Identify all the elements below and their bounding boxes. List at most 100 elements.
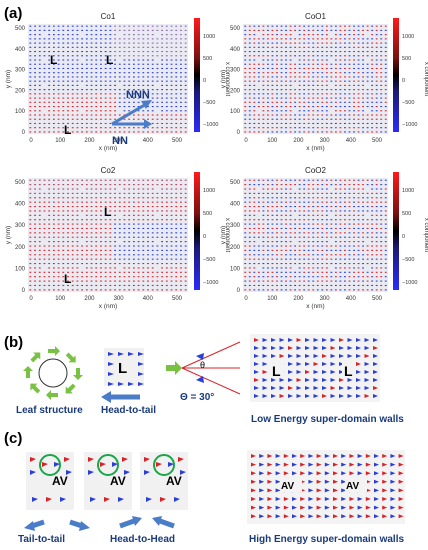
low-wall-spin xyxy=(262,346,268,350)
high-wall-spin xyxy=(341,454,347,458)
spin-mark xyxy=(175,184,178,186)
spin-mark xyxy=(90,258,93,260)
spin-mark xyxy=(161,97,164,99)
spin-mark xyxy=(71,67,74,70)
low-wall-spin xyxy=(347,394,353,398)
spin-mark xyxy=(244,63,247,65)
spin-mark xyxy=(253,114,256,116)
spin-mark xyxy=(253,131,256,133)
nnn-arrow xyxy=(111,101,149,126)
low-wall-spin xyxy=(313,378,319,382)
spin-mark xyxy=(257,258,260,260)
spin-mark xyxy=(156,245,159,247)
spin-mark xyxy=(248,232,251,234)
spin-mark xyxy=(289,110,292,112)
spin-mark xyxy=(151,223,154,225)
spin-mark xyxy=(118,284,121,287)
spin-mark xyxy=(262,84,265,86)
spin-mark xyxy=(316,179,319,181)
spin-mark xyxy=(137,271,140,273)
spin-mark xyxy=(147,284,149,287)
spin-mark xyxy=(71,254,74,256)
spin-mark xyxy=(348,114,351,116)
spin-mark xyxy=(81,29,84,31)
spin-mark xyxy=(271,122,274,125)
spin-mark xyxy=(348,284,351,287)
spin-mark xyxy=(71,280,74,282)
spin-mark xyxy=(312,245,315,247)
low-wall-spin xyxy=(373,346,378,350)
spin-mark xyxy=(132,197,135,199)
spin-mark xyxy=(262,118,265,120)
spin-mark xyxy=(123,97,126,99)
spin-mark xyxy=(375,201,378,203)
spin-mark xyxy=(175,223,178,225)
spin-mark xyxy=(184,263,187,265)
spin-mark xyxy=(280,284,283,287)
spin-mark xyxy=(57,114,60,116)
spin-mark xyxy=(375,258,378,260)
spin-mark xyxy=(262,206,265,208)
spin-mark xyxy=(316,38,319,40)
spin-mark xyxy=(285,284,287,287)
spin-mark xyxy=(366,192,369,194)
spin-mark xyxy=(344,267,346,269)
spin-mark xyxy=(123,38,126,40)
spin-mark xyxy=(384,232,387,234)
spin-mark xyxy=(267,38,269,40)
av-spin xyxy=(160,497,166,502)
low-wall-spin xyxy=(313,394,319,398)
spin-mark xyxy=(298,201,301,203)
spin-mark xyxy=(267,51,269,53)
spin-mark xyxy=(276,276,278,278)
spin-mark xyxy=(57,245,60,247)
spin-mark xyxy=(29,188,32,190)
spin-mark xyxy=(43,192,46,194)
spin-mark xyxy=(90,210,93,212)
spin-mark xyxy=(109,258,112,260)
spin-mark xyxy=(118,219,121,221)
spin-mark xyxy=(76,84,79,86)
spin-mark xyxy=(276,267,278,269)
spin-mark xyxy=(38,59,41,61)
spin-mark xyxy=(348,110,351,112)
spin-mark xyxy=(267,271,269,273)
spin-mark xyxy=(104,59,107,61)
spin-mark xyxy=(57,219,60,221)
high-wall-spin xyxy=(349,471,355,476)
spin-mark xyxy=(147,241,149,243)
spin-mark xyxy=(114,42,116,44)
spin-mark xyxy=(151,210,154,212)
spin-mark xyxy=(147,114,149,116)
spin-mark xyxy=(280,223,283,225)
spin-mark xyxy=(276,188,278,190)
spin-mark xyxy=(85,34,88,36)
high-wall-spin xyxy=(374,505,379,510)
spin-mark xyxy=(165,197,168,199)
spin-mark xyxy=(362,258,364,260)
spin-mark xyxy=(142,38,145,40)
spin-mark xyxy=(339,192,342,194)
spin-mark xyxy=(81,93,84,95)
spin-mark xyxy=(244,51,247,53)
spin-mark xyxy=(344,276,346,278)
spin-mark xyxy=(165,254,168,256)
spin-mark xyxy=(34,197,36,199)
spin-mark xyxy=(161,42,164,44)
x-axis-label: x (nm) xyxy=(306,145,324,152)
spin-mark xyxy=(71,63,74,65)
spin-mark xyxy=(303,42,306,44)
spin-mark xyxy=(285,206,287,208)
spin-mark xyxy=(353,93,355,95)
spin-mark xyxy=(67,51,69,53)
spin-mark xyxy=(303,76,306,78)
high-wall-spin xyxy=(259,514,265,519)
spin-mark xyxy=(366,289,369,291)
spin-mark xyxy=(321,118,324,120)
spin-mark xyxy=(76,63,79,65)
spin-mark xyxy=(362,223,364,225)
x-tick-label: 100 xyxy=(267,138,278,144)
spin-mark xyxy=(244,89,247,91)
spin-mark xyxy=(114,80,116,82)
spin-mark xyxy=(156,192,159,194)
